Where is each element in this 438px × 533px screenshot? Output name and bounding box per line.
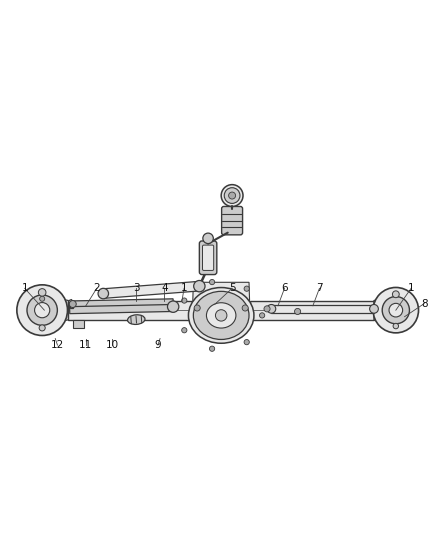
Polygon shape <box>68 301 193 320</box>
Circle shape <box>242 305 248 311</box>
Circle shape <box>39 325 45 331</box>
Circle shape <box>221 184 243 206</box>
Polygon shape <box>70 299 173 308</box>
Polygon shape <box>70 303 73 309</box>
Polygon shape <box>70 304 173 313</box>
Circle shape <box>382 296 410 324</box>
Polygon shape <box>272 305 374 313</box>
Circle shape <box>224 188 240 204</box>
Polygon shape <box>68 300 74 306</box>
Circle shape <box>370 304 378 313</box>
Circle shape <box>393 324 399 329</box>
Polygon shape <box>193 282 250 301</box>
Text: 12: 12 <box>51 340 64 350</box>
FancyBboxPatch shape <box>222 206 243 235</box>
Circle shape <box>259 313 265 318</box>
Circle shape <box>194 305 200 311</box>
Circle shape <box>294 309 300 314</box>
Text: 3: 3 <box>133 284 139 293</box>
Text: 7: 7 <box>316 284 323 293</box>
Circle shape <box>244 286 249 292</box>
Text: 1: 1 <box>21 284 28 293</box>
Polygon shape <box>103 281 200 298</box>
Circle shape <box>194 280 205 292</box>
Circle shape <box>392 291 399 297</box>
Circle shape <box>17 285 67 335</box>
Circle shape <box>69 301 76 308</box>
Text: 11: 11 <box>79 340 92 350</box>
Circle shape <box>209 279 215 285</box>
Text: 8: 8 <box>421 298 427 309</box>
Circle shape <box>27 295 57 325</box>
Circle shape <box>209 346 215 351</box>
Text: 4: 4 <box>161 284 168 293</box>
Text: 9: 9 <box>155 340 161 350</box>
Ellipse shape <box>215 310 227 321</box>
Polygon shape <box>374 298 380 322</box>
Polygon shape <box>73 320 84 328</box>
Circle shape <box>98 288 109 299</box>
Circle shape <box>182 328 187 333</box>
Polygon shape <box>250 301 374 320</box>
Text: 1: 1 <box>181 284 187 293</box>
Circle shape <box>244 340 249 345</box>
Circle shape <box>39 289 46 296</box>
Text: 1: 1 <box>408 284 414 293</box>
Circle shape <box>267 304 276 313</box>
FancyBboxPatch shape <box>202 245 214 270</box>
Circle shape <box>389 303 403 317</box>
Circle shape <box>182 298 187 303</box>
Ellipse shape <box>206 303 236 328</box>
Text: 10: 10 <box>106 340 119 350</box>
Text: 2: 2 <box>93 284 100 293</box>
Circle shape <box>167 301 179 312</box>
Circle shape <box>203 233 213 244</box>
Ellipse shape <box>193 292 249 340</box>
Circle shape <box>229 192 236 199</box>
Ellipse shape <box>188 287 254 343</box>
FancyBboxPatch shape <box>199 241 217 274</box>
Circle shape <box>40 296 45 301</box>
Ellipse shape <box>127 315 145 325</box>
Circle shape <box>373 287 419 333</box>
Text: 5: 5 <box>229 284 235 293</box>
Polygon shape <box>60 298 68 322</box>
Circle shape <box>35 303 50 318</box>
Text: 6: 6 <box>281 284 288 293</box>
Circle shape <box>264 306 270 312</box>
